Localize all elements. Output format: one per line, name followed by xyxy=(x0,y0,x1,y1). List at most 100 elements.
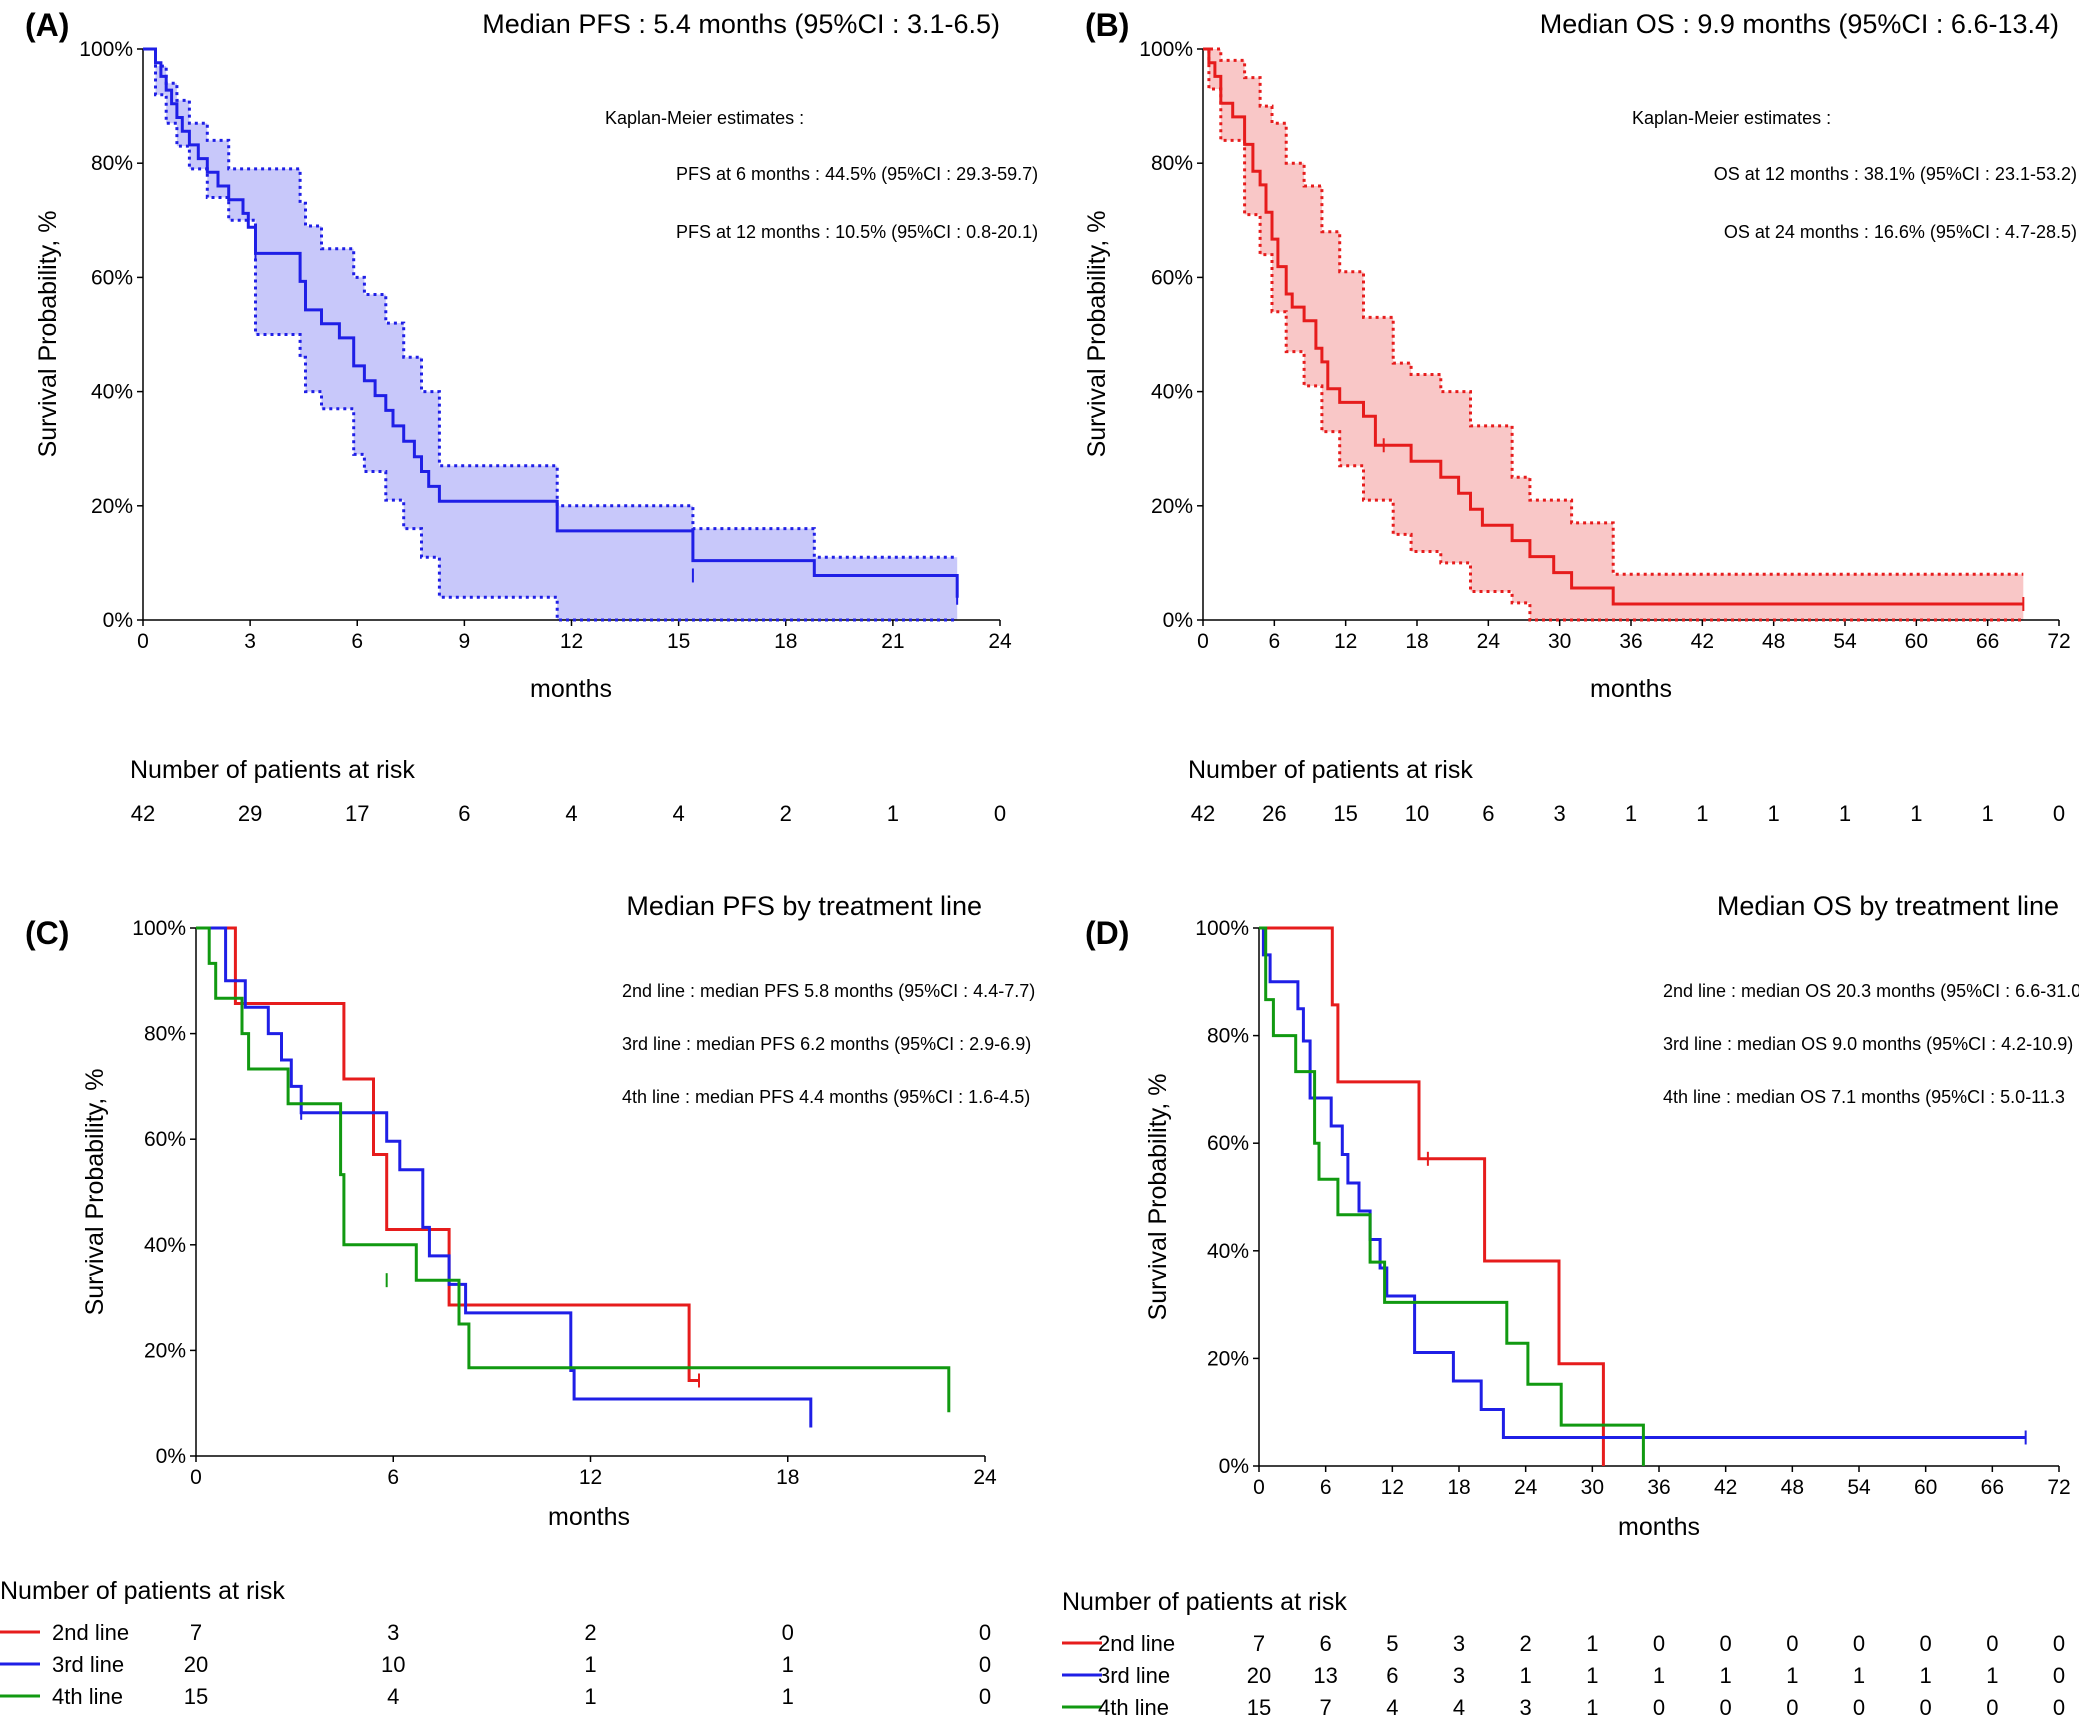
annotation: OS at 24 months : 16.6% (95%CI : 4.7-28.… xyxy=(1724,222,2077,242)
y-tick-label: 80% xyxy=(144,1023,186,1046)
risk-count: 1 xyxy=(1720,1663,1732,1688)
panel-title: Median OS : 9.9 months (95%CI : 6.6-13.4… xyxy=(1540,9,2059,39)
x-tick-label: 24 xyxy=(1477,630,1501,653)
risk-count: 0 xyxy=(979,1684,991,1709)
risk-count: 2 xyxy=(1520,1631,1532,1656)
x-tick-label: 3 xyxy=(244,630,256,653)
panel-c: 0%20%40%60%80%100%0 6 12 18 24(C)Median PFS … xyxy=(0,891,1035,1709)
risk-count: 0 xyxy=(1920,1631,1932,1656)
panel-b: 0%20%40%60%80%100%0 6 12 18 24 30 36 42 48 54 60 66… xyxy=(1083,7,2077,826)
x-tick-label: 0 xyxy=(137,630,149,653)
risk-count: 10 xyxy=(1405,801,1429,826)
km-curve-3rd-line xyxy=(196,926,813,1428)
risk-count: 4 xyxy=(673,801,685,826)
risk-count: 7 xyxy=(1320,1695,1332,1717)
risk-count: 0 xyxy=(2053,1663,2065,1688)
x-tick-label: 42 xyxy=(1714,1476,1737,1499)
x-tick-label: 54 xyxy=(1833,630,1857,653)
annotation: 2nd line : median OS 20.3 months (95%CI … xyxy=(1663,981,2079,1001)
annotation: OS at 12 months : 38.1% (95%CI : 23.1-53… xyxy=(1714,164,2077,184)
x-tick-label: 66 xyxy=(1976,630,1999,653)
y-tick-label: 0% xyxy=(1163,609,1193,632)
risk-count: 6 xyxy=(458,801,470,826)
risk-count: 1 xyxy=(1586,1631,1598,1656)
x-tick-label: 12 xyxy=(1334,630,1357,653)
risk-count: 10 xyxy=(381,1652,405,1677)
x-tick-label: 18 xyxy=(776,1466,799,1489)
risk-count: 4 xyxy=(565,801,577,826)
risk-count: 1 xyxy=(1696,801,1708,826)
y-tick-label: 60% xyxy=(1151,266,1193,289)
ci-line xyxy=(1203,47,2024,576)
risk-count: 1 xyxy=(1910,801,1922,826)
km-curve-2nd-line xyxy=(1259,926,1605,1466)
risk-row-label: 2nd line xyxy=(1098,1631,1175,1656)
risk-count: 1 xyxy=(1653,1663,1665,1688)
x-tick-label: 36 xyxy=(1619,630,1642,653)
x-tick-label: 24 xyxy=(988,630,1012,653)
y-tick-label: 20% xyxy=(91,495,133,518)
risk-count: 0 xyxy=(1653,1695,1665,1717)
risk-count: 2 xyxy=(780,801,792,826)
x-tick-label: 21 xyxy=(881,630,904,653)
y-tick-label: 60% xyxy=(144,1128,186,1151)
risk-table-heading: Number of patients at risk xyxy=(0,1577,285,1605)
y-tick-label: 40% xyxy=(91,381,133,404)
risk-count: 6 xyxy=(1386,1663,1398,1688)
risk-count: 1 xyxy=(584,1684,596,1709)
risk-count: 4 xyxy=(1453,1695,1465,1717)
y-tick-label: 80% xyxy=(1207,1025,1249,1048)
risk-count: 0 xyxy=(1986,1631,1998,1656)
risk-count: 20 xyxy=(1247,1663,1271,1688)
x-axis-label: months xyxy=(1618,1513,1700,1541)
x-tick-label: 9 xyxy=(459,630,471,653)
confidence-band xyxy=(1203,49,2024,620)
annotation: 3rd line : median PFS 6.2 months (95%CI … xyxy=(622,1034,1031,1054)
risk-count: 26 xyxy=(1262,801,1286,826)
y-tick-label: 80% xyxy=(91,152,133,175)
y-tick-label: 100% xyxy=(132,917,186,940)
km-curve-3rd-line xyxy=(1259,926,2026,1439)
x-axis-label: months xyxy=(548,1503,630,1531)
x-tick-label: 12 xyxy=(560,630,583,653)
risk-count: 29 xyxy=(238,801,262,826)
x-tick-label: 6 xyxy=(387,1466,399,1489)
x-tick-label: 36 xyxy=(1647,1476,1670,1499)
panel-letter: (D) xyxy=(1085,915,1129,951)
risk-count: 7 xyxy=(1253,1631,1265,1656)
risk-table-heading: Number of patients at risk xyxy=(1188,756,1473,784)
x-axis-label: months xyxy=(1590,675,1672,703)
x-tick-label: 0 xyxy=(190,1466,202,1489)
risk-count: 0 xyxy=(1920,1695,1932,1717)
y-tick-label: 60% xyxy=(91,266,133,289)
x-tick-label: 18 xyxy=(1447,1476,1470,1499)
y-tick-label: 100% xyxy=(79,38,133,61)
risk-count: 4 xyxy=(1386,1695,1398,1717)
panel-d: 0%20%40%60%80%100%0 6 12 18 24 30 36 42 48 54 60 66… xyxy=(1062,891,2079,1717)
risk-count: 1 xyxy=(782,1684,794,1709)
risk-count: 15 xyxy=(1333,801,1357,826)
risk-count: 2 xyxy=(584,1620,596,1645)
risk-count: 3 xyxy=(1453,1631,1465,1656)
x-tick-label: 48 xyxy=(1762,630,1785,653)
risk-count: 1 xyxy=(1853,1663,1865,1688)
risk-count: 1 xyxy=(1786,1663,1798,1688)
risk-count: 1 xyxy=(1982,801,1994,826)
x-tick-label: 60 xyxy=(1914,1476,1937,1499)
risk-count: 0 xyxy=(994,801,1006,826)
x-tick-label: 30 xyxy=(1581,1476,1604,1499)
risk-count: 1 xyxy=(1920,1663,1932,1688)
y-axis-label: Survival Probability, % xyxy=(34,211,62,458)
risk-row-label: 4th line xyxy=(1098,1695,1169,1717)
x-tick-label: 0 xyxy=(1197,630,1209,653)
panel-letter: (B) xyxy=(1085,7,1129,43)
risk-count: 13 xyxy=(1313,1663,1337,1688)
risk-count: 1 xyxy=(1586,1695,1598,1717)
ci-line xyxy=(143,47,958,559)
y-tick-label: 20% xyxy=(1151,495,1193,518)
annotation-heading: Kaplan-Meier estimates : xyxy=(1632,108,1831,128)
panel-title: Median OS by treatment line xyxy=(1717,891,2059,921)
risk-count: 0 xyxy=(782,1620,794,1645)
risk-count: 15 xyxy=(184,1684,208,1709)
risk-count: 1 xyxy=(1520,1663,1532,1688)
